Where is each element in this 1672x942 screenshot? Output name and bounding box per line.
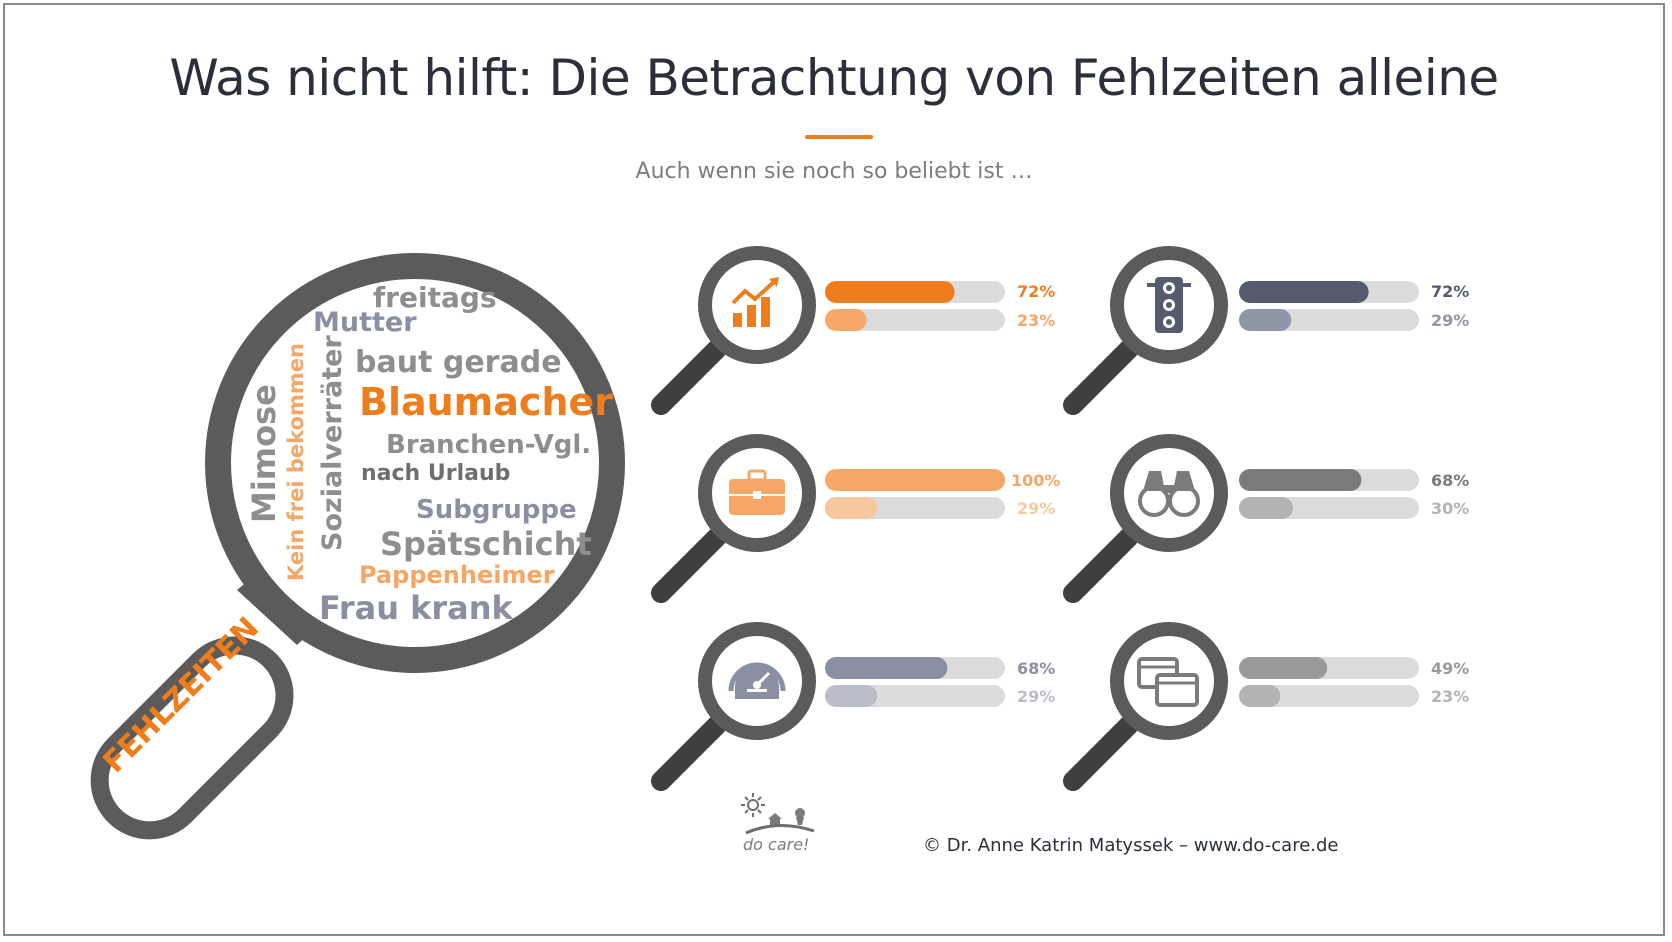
metric-widget-6 — [1063, 622, 1419, 791]
metric-6-bar-2-track — [1239, 685, 1419, 707]
metric-5-bar-1-fill — [825, 657, 948, 679]
traffic-light-icon — [1147, 277, 1191, 333]
slide-subtitle: Auch wenn sie noch so beliebt ist … — [635, 159, 1033, 184]
metric-2-bar-2-fill — [1239, 309, 1292, 331]
metric-1-bar-2-track — [825, 309, 1005, 331]
word-baut-gerade: baut gerade — [355, 345, 562, 380]
binoculars-icon — [1138, 471, 1200, 517]
metric-1-magnifier-handle — [651, 339, 727, 415]
metric-6-magnifier-handle — [1063, 715, 1139, 791]
metric-3-label-2: 29% — [1017, 499, 1056, 518]
metric-4-label-1: 68% — [1431, 471, 1470, 490]
big-magnifier-graphic: FEHLZEITEN — [90, 253, 625, 840]
metric-widget-5 — [651, 622, 1005, 791]
copyright-footer: © Dr. Anne Katrin Matyssek – www.do-care… — [923, 835, 1339, 856]
logo-text: do care! — [743, 835, 810, 854]
title-underline — [805, 135, 873, 139]
metric-widget-4 — [1063, 434, 1419, 603]
metric-1-bar-1-fill — [825, 281, 955, 303]
do-care-logo-icon — [741, 793, 815, 835]
metrics-area — [651, 246, 1419, 791]
word-freitags: freitags — [373, 281, 497, 314]
metric-2-label-1: 72% — [1431, 282, 1470, 301]
metric-4-bar-2-fill — [1239, 497, 1293, 519]
metric-4-bar-1-fill — [1239, 469, 1362, 491]
metric-3-label-1: 100% — [1011, 471, 1061, 490]
metric-2-magnifier-handle — [1063, 339, 1139, 415]
slide: Was nicht hilft: Die Betrachtung von Feh… — [3, 3, 1665, 936]
metric-5-magnifier-handle — [651, 715, 727, 791]
metric-5-label-2: 29% — [1017, 687, 1056, 706]
word-blaumacher: Blaumacher — [359, 380, 614, 424]
word-frau-krank: Frau krank — [319, 589, 513, 627]
word-nach-urlaub: nach Urlaub — [361, 461, 511, 486]
metric-4-label-2: 30% — [1431, 499, 1470, 518]
metric-2-label-2: 29% — [1431, 311, 1470, 330]
metric-widget-1 — [651, 246, 1005, 415]
briefcase-icon — [729, 469, 785, 515]
metric-6-bar-1-fill — [1239, 657, 1328, 679]
metric-3-magnifier-handle — [651, 527, 727, 603]
metric-widget-2 — [1063, 246, 1419, 415]
metric-1-bar-2-fill — [825, 309, 867, 331]
metric-6-label-1: 49% — [1431, 659, 1470, 678]
browser-windows-icon — [1137, 657, 1199, 707]
big-magnifier-lens — [205, 253, 625, 673]
metric-6-label-2: 23% — [1431, 687, 1470, 706]
metric-1-label-1: 72% — [1017, 282, 1056, 301]
slide-title: Was nicht hilft: Die Betrachtung von Feh… — [169, 49, 1499, 107]
metric-1-magnifier-lens — [698, 246, 816, 364]
metric-2-bar-1-fill — [1239, 281, 1369, 303]
word-pappenheimer: Pappenheimer — [359, 561, 555, 589]
metric-5-bar-2-fill — [825, 685, 878, 707]
metric-3-bar-2-fill — [825, 497, 878, 519]
growth-chart-icon — [731, 277, 779, 327]
word-branchen-vgl: Branchen-Vgl. — [386, 430, 592, 460]
metric-5-label-1: 68% — [1017, 659, 1056, 678]
metric-4-magnifier-handle — [1063, 527, 1139, 603]
word-subgruppe: Subgruppe — [416, 495, 577, 525]
metric-3-bar-1-fill — [825, 469, 1005, 491]
word-spaetschicht: Spätschicht — [380, 525, 592, 563]
big-magnifier-handle — [90, 636, 294, 840]
metric-1-label-2: 23% — [1017, 311, 1056, 330]
speedometer-icon — [728, 662, 786, 699]
metric-widget-3 — [651, 434, 1005, 603]
word-mutter: Mutter — [313, 307, 417, 338]
metric-6-bar-2-fill — [1239, 685, 1281, 707]
